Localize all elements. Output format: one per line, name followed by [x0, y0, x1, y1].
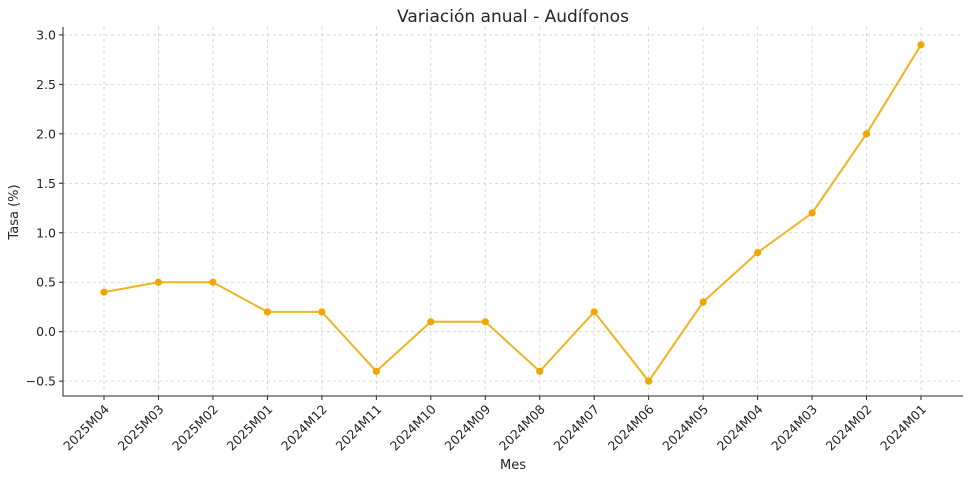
- data-point: [917, 41, 925, 49]
- y-tick-label: 0.0: [36, 324, 56, 339]
- data-point: [699, 298, 707, 306]
- x-tick-label: 2024M07: [550, 402, 602, 454]
- y-axis-label: Tasa (%): [7, 184, 22, 240]
- x-tick-label: 2025M01: [224, 402, 276, 454]
- data-point: [808, 209, 816, 217]
- data-point: [100, 288, 108, 296]
- x-tick-label: 2024M06: [605, 401, 657, 453]
- data-point: [263, 308, 271, 316]
- data-point: [427, 318, 435, 326]
- y-tick-label: 2.5: [36, 77, 56, 92]
- grid: [63, 27, 963, 396]
- data-point: [536, 367, 544, 375]
- y-tick-label: 1.5: [36, 176, 56, 191]
- data-point: [862, 130, 871, 138]
- y-tick-label: 0.5: [36, 275, 56, 290]
- x-tick-label: 2024M04: [714, 401, 766, 453]
- data-point: [372, 367, 380, 375]
- x-tick-label: 2024M05: [659, 402, 711, 454]
- y-tick-label: −0.5: [26, 374, 56, 389]
- x-tick-label: 2024M03: [768, 402, 820, 454]
- x-tick-label: 2024M08: [496, 401, 548, 453]
- data-point: [645, 377, 653, 385]
- series: [100, 41, 925, 385]
- x-tick-label: 2024M02: [823, 402, 875, 454]
- y-tick-label: 3.0: [36, 27, 56, 42]
- y-tick-label: 1.0: [36, 225, 56, 240]
- x-tick-label: 2024M09: [441, 401, 493, 453]
- data-point: [590, 308, 598, 316]
- x-tick-label: 2024M01: [877, 402, 929, 454]
- data-point: [481, 318, 489, 326]
- axis-spines: [62, 27, 963, 397]
- x-tick-label: 2024M12: [278, 402, 330, 454]
- series-line: [103, 44, 922, 383]
- data-point: [154, 278, 163, 286]
- chart-title: Variación anual - Audífonos: [397, 7, 629, 27]
- x-tick-label: 2025M04: [60, 401, 112, 453]
- y-tick-label: 2.0: [36, 126, 56, 141]
- data-point: [754, 248, 762, 257]
- x-tick-label: 2025M02: [169, 402, 221, 454]
- x-tick-label: 2025M03: [115, 402, 167, 454]
- data-point: [209, 278, 217, 286]
- x-tick-label: 2024M11: [332, 402, 384, 454]
- x-tick-label: 2024M10: [387, 401, 439, 453]
- data-point: [318, 308, 326, 316]
- x-axis-label: Mes: [500, 458, 526, 473]
